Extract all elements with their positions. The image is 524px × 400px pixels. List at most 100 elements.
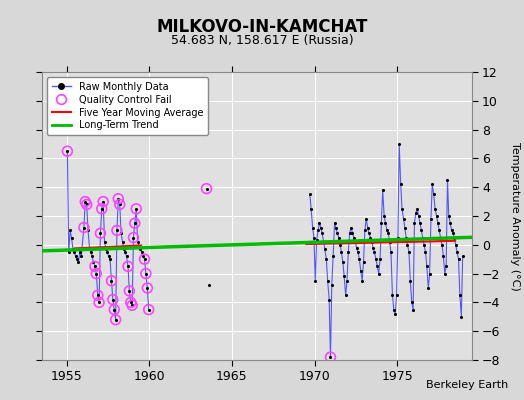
Point xyxy=(339,259,347,265)
Point xyxy=(417,227,425,234)
Point xyxy=(108,296,117,303)
Point xyxy=(116,201,124,208)
Point xyxy=(73,256,81,262)
Point xyxy=(63,148,72,154)
Point xyxy=(430,191,438,198)
Point xyxy=(387,249,395,255)
Point xyxy=(365,230,373,236)
Point xyxy=(80,224,88,231)
Point xyxy=(97,206,106,212)
Point xyxy=(143,285,151,291)
Point xyxy=(116,201,124,208)
Point xyxy=(394,234,402,241)
Point xyxy=(130,220,139,226)
Point xyxy=(104,253,113,260)
Point xyxy=(325,296,333,303)
Point xyxy=(77,253,85,260)
Point xyxy=(81,198,90,205)
Point xyxy=(392,292,401,298)
Point xyxy=(137,249,146,255)
Point xyxy=(322,256,331,262)
Point xyxy=(347,224,355,231)
Point xyxy=(127,299,135,306)
Point xyxy=(337,249,345,255)
Point xyxy=(389,306,398,313)
Point xyxy=(89,259,97,265)
Point xyxy=(127,299,135,306)
Point xyxy=(435,227,443,234)
Point xyxy=(106,256,114,262)
Point xyxy=(334,234,343,241)
Point xyxy=(431,206,439,212)
Point xyxy=(307,206,315,212)
Point xyxy=(132,206,140,212)
Point xyxy=(366,234,375,241)
Point xyxy=(424,285,432,291)
Legend: Raw Monthly Data, Quality Control Fail, Five Year Moving Average, Long-Term Tren: Raw Monthly Data, Quality Control Fail, … xyxy=(47,77,208,135)
Point xyxy=(332,224,340,231)
Point xyxy=(350,234,358,241)
Point xyxy=(333,230,342,236)
Point xyxy=(319,239,328,245)
Point xyxy=(84,227,92,234)
Point xyxy=(129,234,138,241)
Point xyxy=(368,239,376,245)
Point xyxy=(419,234,427,241)
Point xyxy=(74,259,83,265)
Point xyxy=(362,216,370,222)
Point xyxy=(436,234,445,241)
Point xyxy=(103,249,112,255)
Point xyxy=(409,306,417,313)
Point xyxy=(386,239,394,245)
Point xyxy=(96,230,105,236)
Point xyxy=(328,282,336,288)
Point xyxy=(88,253,96,260)
Point xyxy=(364,224,372,231)
Point xyxy=(356,268,365,274)
Point xyxy=(408,299,416,306)
Point xyxy=(378,187,387,193)
Point xyxy=(383,227,391,234)
Point xyxy=(145,306,153,313)
Point xyxy=(71,253,80,260)
Point xyxy=(441,270,449,277)
Point xyxy=(434,220,442,226)
Point xyxy=(124,263,132,270)
Point xyxy=(398,206,406,212)
Point xyxy=(316,224,325,231)
Point xyxy=(107,278,116,284)
Point xyxy=(405,249,413,255)
Point xyxy=(380,213,388,219)
Point xyxy=(423,263,431,270)
Point xyxy=(118,239,127,245)
Point xyxy=(391,311,399,317)
Point xyxy=(421,249,430,255)
Point xyxy=(91,263,99,270)
Point xyxy=(446,220,454,226)
Point xyxy=(315,220,324,226)
Point xyxy=(361,227,369,234)
Text: Berkeley Earth: Berkeley Earth xyxy=(426,380,508,390)
Point xyxy=(69,246,77,252)
Point xyxy=(75,249,84,255)
Point xyxy=(110,306,118,313)
Point xyxy=(348,230,357,236)
Point xyxy=(458,253,467,260)
Point xyxy=(108,296,117,303)
Point xyxy=(388,292,397,298)
Point xyxy=(401,224,409,231)
Point xyxy=(143,285,151,291)
Point xyxy=(318,230,326,236)
Point xyxy=(101,239,109,245)
Point xyxy=(314,227,322,234)
Point xyxy=(135,243,143,250)
Point xyxy=(395,141,403,147)
Point xyxy=(95,299,103,306)
Point xyxy=(92,270,101,277)
Point xyxy=(342,292,350,298)
Point xyxy=(402,234,410,241)
Point xyxy=(81,198,90,205)
Point xyxy=(141,270,150,277)
Point xyxy=(375,270,383,277)
Point xyxy=(113,227,121,234)
